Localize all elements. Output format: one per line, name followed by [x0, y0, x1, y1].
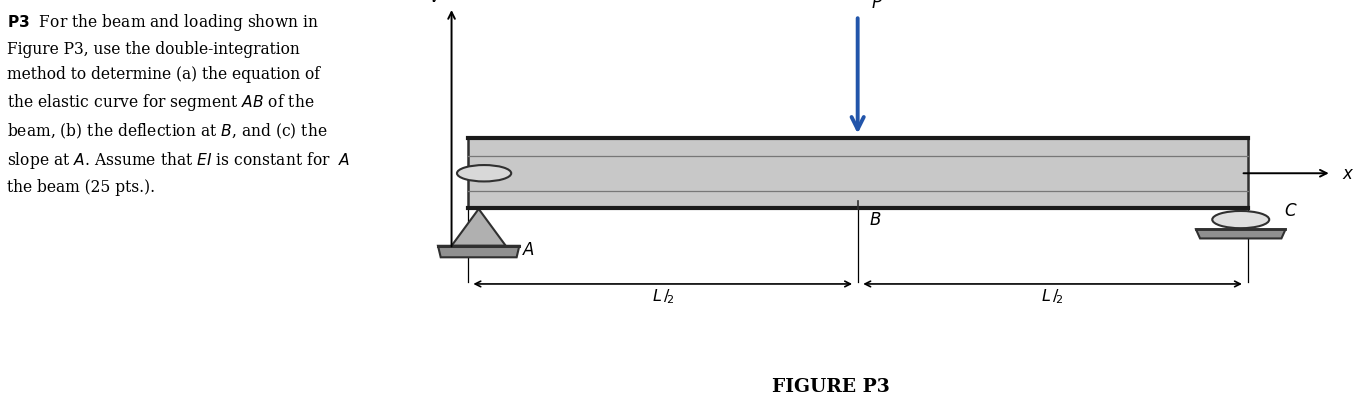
Circle shape — [1212, 211, 1269, 229]
Text: $L\,/\!_{2}$: $L\,/\!_{2}$ — [651, 286, 674, 305]
Text: $P$: $P$ — [872, 0, 883, 12]
Text: $B$: $B$ — [869, 212, 881, 229]
Text: $C$: $C$ — [1284, 202, 1298, 219]
Text: $\bf{P3}$  For the beam and loading shown in
Figure P3, use the double-integrati: $\bf{P3}$ For the beam and loading shown… — [7, 12, 350, 195]
Polygon shape — [468, 139, 1248, 209]
Text: $v$: $v$ — [428, 0, 441, 6]
Circle shape — [457, 166, 511, 182]
Text: $L\,/\!_{2}$: $L\,/\!_{2}$ — [1041, 286, 1064, 305]
Polygon shape — [452, 209, 506, 246]
Polygon shape — [438, 246, 519, 258]
Text: FIGURE P3: FIGURE P3 — [772, 377, 890, 395]
Text: $A$: $A$ — [522, 242, 536, 259]
Polygon shape — [1196, 230, 1285, 239]
Text: $x$: $x$ — [1342, 165, 1355, 182]
